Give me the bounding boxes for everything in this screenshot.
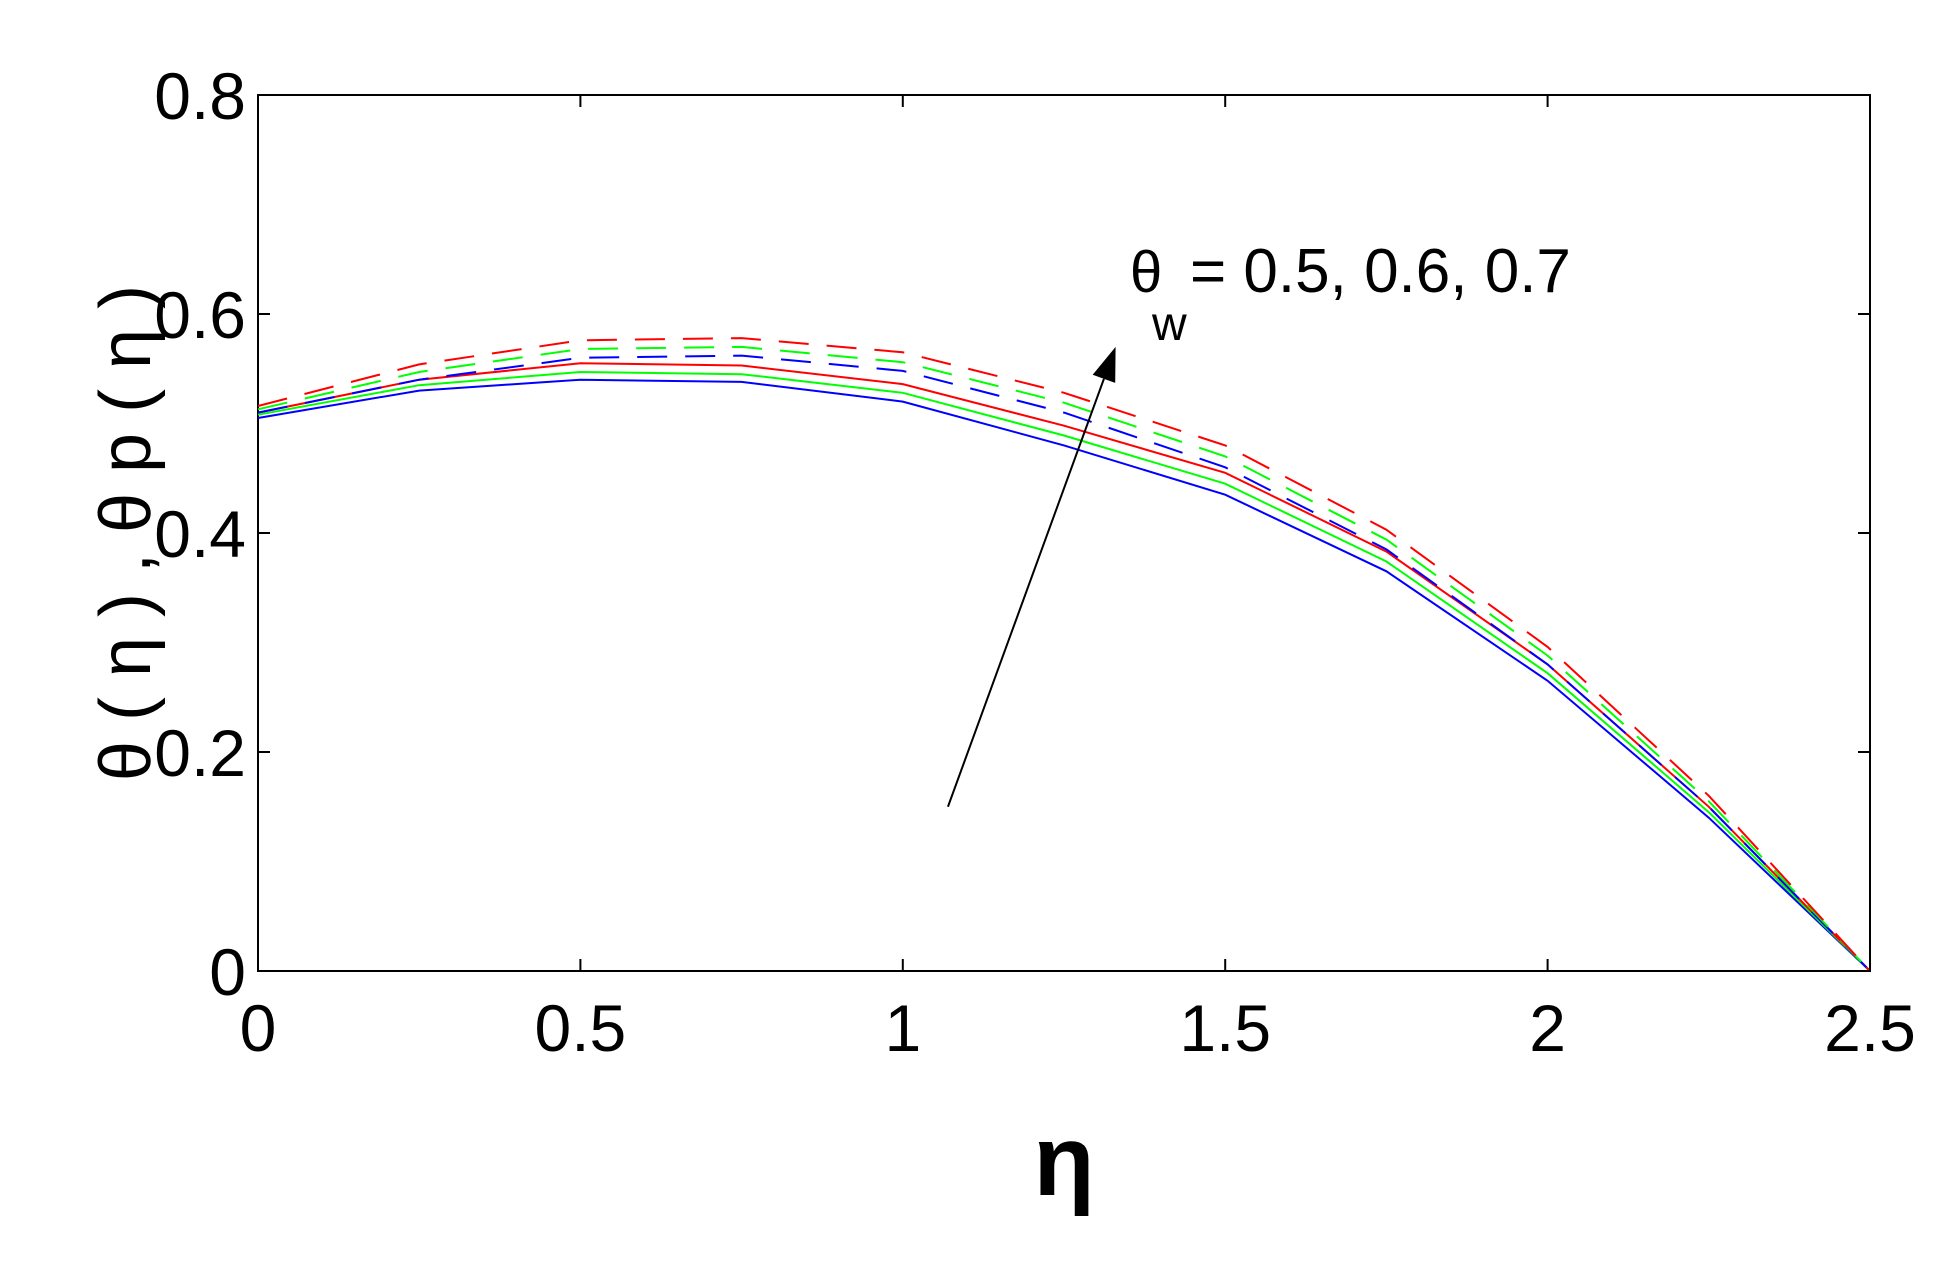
- annotation: θ w = 0.5, 0.6, 0.7: [946, 237, 1571, 808]
- series-line-4: [257, 354, 1871, 972]
- series-line-3: [257, 362, 1871, 972]
- y-axis-label: θ ( η ) , θ p ( η ): [86, 285, 166, 781]
- x-tick-label: 0.5: [535, 991, 627, 1065]
- y-tick-label: 0.6: [154, 278, 246, 352]
- annotation-arrow-head: [1092, 346, 1116, 383]
- series-line-5: [257, 345, 1871, 972]
- y-tick-label: 0.4: [154, 497, 246, 571]
- series-line-6: [257, 337, 1871, 972]
- annotation-text: = 0.5, 0.6, 0.7: [1190, 237, 1571, 306]
- plot-frame: [257, 94, 1871, 972]
- x-tick-label: 2: [1529, 991, 1566, 1065]
- x-tick-label: 0: [240, 991, 277, 1065]
- series-line-1: [257, 378, 1871, 972]
- x-axis-label: η: [1033, 1105, 1094, 1217]
- y-tick-label: 0: [209, 935, 246, 1009]
- x-tick-label: 1: [884, 991, 921, 1065]
- annotation-subscript: w: [1151, 298, 1187, 351]
- annotation-symbol: θ: [1130, 240, 1162, 305]
- series-layer: [257, 337, 1871, 972]
- x-tick-label: 2.5: [1824, 991, 1916, 1065]
- plot-area: [257, 94, 1871, 972]
- y-tick-label: 0.2: [154, 716, 246, 790]
- annotation-arrow: [946, 378, 1105, 808]
- y-tick-label: 0.8: [154, 59, 246, 133]
- ticks-layer: 0 0.5 1 1.5 2 2.5 0 0.2 0.4 0.6 0.8: [154, 59, 1916, 1065]
- series-line-2: [257, 370, 1871, 972]
- x-tick-label: 1.5: [1179, 991, 1271, 1065]
